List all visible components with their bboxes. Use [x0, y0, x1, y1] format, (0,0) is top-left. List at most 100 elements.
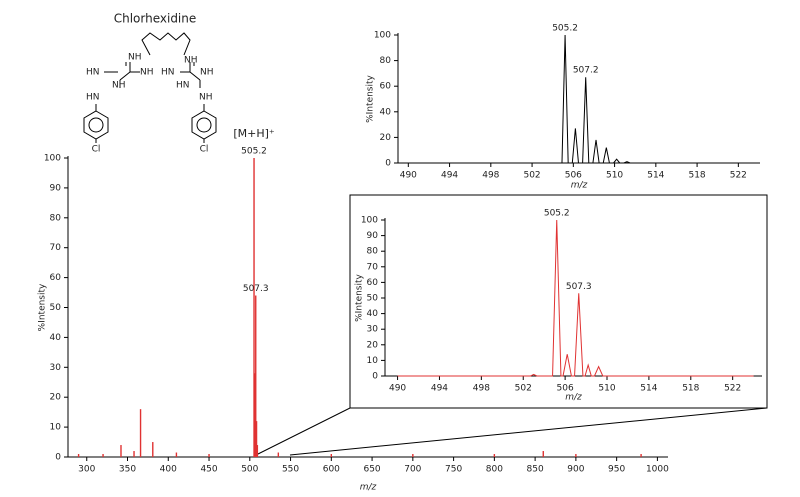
x-tick-label: 850 — [527, 465, 544, 475]
y-tick-label: 40 — [50, 333, 62, 343]
x-tick-label: 300 — [78, 465, 95, 475]
y-tick-label: 50 — [50, 303, 62, 313]
x-tick-label: 502 — [523, 171, 540, 181]
ring — [88, 117, 104, 133]
bond — [104, 62, 140, 88]
structure: Chlorhexidine NH NH HN NH HN NH NH HN HN… — [83, 12, 217, 155]
x-tick-label: 350 — [119, 465, 136, 475]
atom: HN — [161, 68, 175, 78]
y-tick-label: 20 — [50, 393, 62, 403]
x-tick-label: 518 — [688, 171, 705, 181]
x-tick-label: 700 — [404, 465, 421, 475]
x-tick-label: 522 — [730, 171, 747, 181]
x-tick-label: 650 — [363, 465, 380, 475]
y-tick-label: 0 — [55, 453, 61, 463]
y-tick-label: 30 — [50, 363, 62, 373]
x-tick-label: 498 — [473, 384, 490, 394]
x-tick-label: 400 — [160, 465, 177, 475]
y-tick-label: 10 — [367, 356, 379, 366]
bond — [95, 104, 205, 143]
y-tick-label: 60 — [367, 278, 379, 288]
y-tick-label: 20 — [380, 133, 392, 143]
y-axis-label: %Intensity — [355, 273, 365, 321]
x-tick-label: 900 — [567, 465, 584, 475]
structure-title: Chlorhexidine — [114, 12, 197, 26]
x-axis-label: m/z — [571, 181, 588, 191]
x-tick-label: 506 — [565, 171, 582, 181]
y-axis-label: %Intensity — [366, 74, 376, 122]
ring — [191, 110, 217, 140]
y-tick-label: 90 — [367, 231, 379, 241]
x-tick-label: 800 — [486, 465, 503, 475]
x-tick-label: 450 — [200, 465, 217, 475]
atom: NH — [112, 81, 126, 91]
y-tick-label: 60 — [50, 273, 62, 283]
y-tick-label: 70 — [367, 262, 379, 272]
x-tick-label: 494 — [441, 171, 458, 181]
ring — [83, 110, 109, 140]
x-tick-label: 502 — [515, 384, 532, 394]
profile-line — [408, 34, 759, 164]
peak-label: 507.2 — [573, 66, 599, 76]
peak-label: 507.3 — [566, 282, 592, 292]
atom: Cl — [200, 145, 209, 155]
x-tick-label: 550 — [282, 465, 299, 475]
x-tick-label: 498 — [482, 171, 499, 181]
x-tick-label: 522 — [724, 384, 741, 394]
y-tick-label: 30 — [367, 325, 379, 335]
y-tick-label: 0 — [372, 372, 378, 382]
y-tick-label: 60 — [380, 82, 392, 92]
y-tick-label: 50 — [367, 294, 379, 304]
bond — [180, 62, 201, 88]
x-tick-label: 490 — [389, 384, 406, 394]
y-tick-label: 10 — [50, 423, 62, 433]
atom: NH — [199, 93, 213, 103]
x-tick-label: 514 — [647, 171, 664, 181]
bond — [141, 32, 191, 56]
peak-label: 507.3 — [243, 284, 269, 294]
atom: NH — [200, 68, 214, 78]
y-axis-label: %Intensity — [38, 283, 48, 331]
peak-label: 505.2 — [241, 147, 267, 157]
x-tick-label: 750 — [445, 465, 462, 475]
y-tick-label: 100 — [374, 31, 391, 41]
profile-line — [397, 219, 754, 377]
peak-label: 505.2 — [552, 24, 578, 34]
x-tick-label: 514 — [640, 384, 657, 394]
y-tick-label: 90 — [50, 183, 62, 193]
y-tick-label: 100 — [361, 216, 378, 226]
x-tick-label: 510 — [598, 384, 615, 394]
x-tick-label: 494 — [431, 384, 448, 394]
atom: HN — [86, 68, 100, 78]
ring — [196, 117, 212, 133]
peak-label: 505.2 — [544, 209, 570, 219]
x-tick-label: 518 — [682, 384, 699, 394]
y-tick-label: 0 — [385, 159, 391, 169]
atom: HN — [176, 81, 190, 91]
y-tick-label: 80 — [367, 247, 379, 257]
atom: NH — [184, 56, 198, 66]
y-tick-label: 40 — [367, 309, 379, 319]
x-axis-label: m/z — [360, 483, 377, 493]
y-tick-label: 80 — [380, 56, 392, 66]
annotation: [M+H]⁺ — [233, 127, 275, 140]
y-tick-label: 80 — [50, 213, 62, 223]
atom: NH — [128, 53, 142, 63]
x-tick-label: 490 — [400, 171, 417, 181]
zoom-line — [289, 407, 768, 456]
x-tick-label: 1000 — [646, 465, 669, 475]
atom: HN — [86, 93, 100, 103]
x-tick-label: 950 — [608, 465, 625, 475]
x-tick-label: 506 — [557, 384, 574, 394]
x-tick-label: 510 — [606, 171, 623, 181]
atom: NH — [140, 68, 154, 78]
y-tick-label: 20 — [367, 340, 379, 350]
y-tick-label: 100 — [44, 154, 61, 164]
atom: Cl — [92, 145, 101, 155]
y-tick-label: 70 — [50, 243, 62, 253]
x-tick-label: 600 — [323, 465, 340, 475]
y-tick-label: 40 — [380, 107, 392, 117]
zoom-box — [349, 194, 768, 409]
x-axis-label: m/z — [565, 393, 582, 403]
